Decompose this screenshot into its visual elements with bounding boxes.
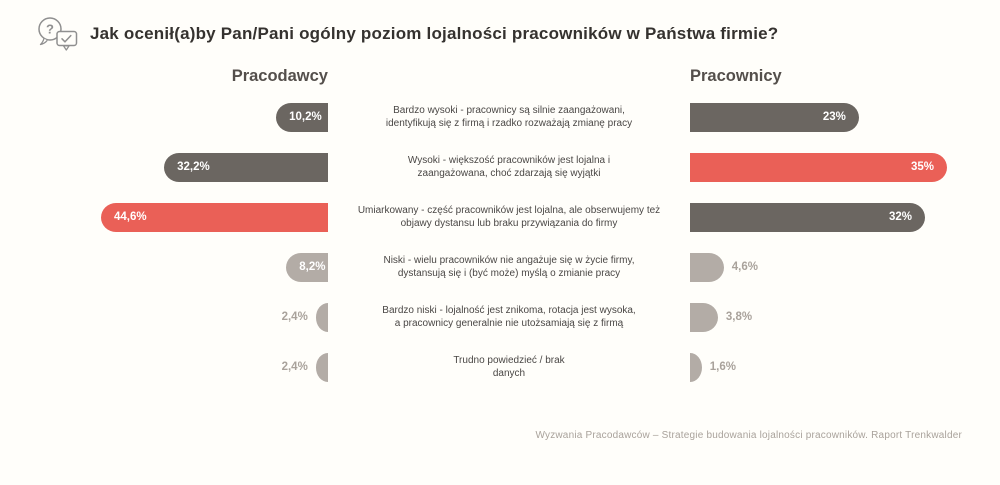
- svg-text:?: ?: [46, 22, 54, 37]
- employers-bar-cell: 44,6%: [100, 192, 328, 242]
- bar-value-label: 23%: [822, 110, 846, 123]
- employers-bar-cell: 2,4%: [100, 292, 328, 342]
- bar-value-label: 8,2%: [299, 260, 326, 273]
- bar-value-label: 4,6%: [731, 260, 758, 273]
- chart-row-1: 32,2% Wysoki - większość pracowników jest…: [100, 142, 960, 192]
- bar-employees-0: 23%: [690, 102, 859, 132]
- bar-employers-2: 44,6%: [101, 202, 328, 232]
- category-label: Umiarkowany - część pracowników jest loj…: [357, 204, 661, 229]
- category-label: Niski - wielu pracowników nie angażuje s…: [383, 254, 635, 279]
- chart-row-0: 10,2% Bardzo wysoki - pracownicy są silni…: [100, 92, 960, 142]
- employers-bar-cell: 32,2%: [100, 142, 328, 192]
- question-check-bubbles-icon: ?: [38, 17, 78, 51]
- category-label: Wysoki - większość pracowników jest loja…: [407, 154, 611, 179]
- column-header-employers: Pracodawcy: [231, 67, 328, 85]
- bar-employers-3: 8,2%: [286, 252, 328, 282]
- category-label: Trudno powiedzieć / brak danych: [453, 354, 565, 379]
- employees-bar-cell: 23%: [690, 92, 960, 142]
- chart-rows: 10,2% Bardzo wysoki - pracownicy są silni…: [100, 92, 960, 392]
- bar-employees-5: [690, 352, 702, 382]
- employees-bar-cell: 3,8%: [690, 292, 960, 342]
- bar-employees-3: [690, 252, 724, 282]
- employers-bar-cell: 2,4%: [100, 342, 328, 392]
- bar-value-label: 35%: [910, 160, 934, 173]
- title-block: ? Jak ocenił(a)by Pan/Pani ogólny poziom…: [34, 14, 778, 54]
- bar-employers-0: 10,2%: [276, 102, 328, 132]
- bar-employees-1: 35%: [690, 152, 947, 182]
- source-caption: Wyzwania Pracodawców – Strategie budowan…: [535, 430, 962, 441]
- category-label: Bardzo niski - lojalność jest znikoma, r…: [382, 304, 636, 329]
- employers-bar-cell: 8,2%: [100, 242, 328, 292]
- bar-value-label: 1,6%: [709, 360, 736, 373]
- bar-employers-1: 32,2%: [164, 152, 328, 182]
- employees-bar-cell: 1,6%: [690, 342, 960, 392]
- employees-bar-cell: 32%: [690, 192, 960, 242]
- bar-value-label: 3,8%: [725, 310, 753, 323]
- chart-row-5: 2,4% Trudno powiedzieć / brak danych 1,6%: [100, 342, 960, 392]
- bar-value-label: 2,4%: [281, 360, 308, 373]
- employees-bar-cell: 4,6%: [690, 242, 960, 292]
- chart-row-3: 8,2% Niski - wielu pracowników nie angażu…: [100, 242, 960, 292]
- bar-employees-2: 32%: [690, 202, 925, 232]
- employers-bar-cell: 10,2%: [100, 92, 328, 142]
- bar-value-label: 32,2%: [177, 160, 210, 173]
- bar-employers-5: [315, 352, 328, 382]
- chart-row-2: 44,6% Umiarkowany - część pracowników jes…: [100, 192, 960, 242]
- bar-employees-4: [690, 302, 718, 332]
- bar-value-label: 32%: [888, 210, 912, 223]
- bar-value-label: 2,4%: [281, 310, 308, 323]
- chart-row-4: 2,4% Bardzo niski - lojalność jest znikom…: [100, 292, 960, 342]
- column-header-employees: Pracownicy: [690, 67, 782, 85]
- category-label: Bardzo wysoki - pracownicy są silnie zaa…: [385, 104, 633, 129]
- bar-value-label: 44,6%: [114, 210, 147, 223]
- employees-bar-cell: 35%: [690, 142, 960, 192]
- chart-title: Jak ocenił(a)by Pan/Pani ogólny poziom l…: [90, 24, 779, 43]
- bar-value-label: 10,2%: [289, 110, 322, 123]
- bar-employers-4: [315, 302, 328, 332]
